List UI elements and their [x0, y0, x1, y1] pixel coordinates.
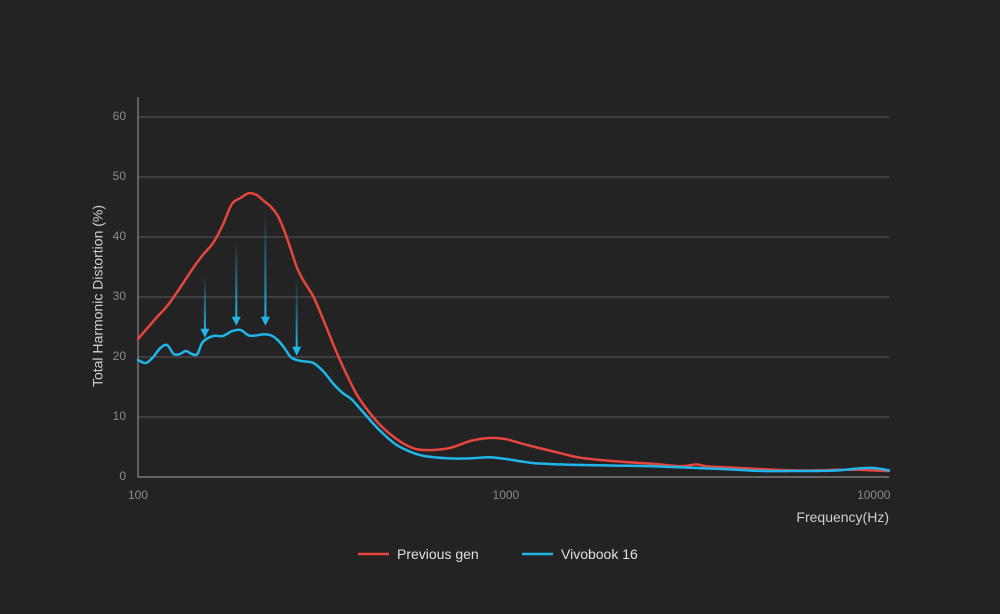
arrow-head — [200, 328, 210, 338]
legend-label-vivobook-16: Vivobook 16 — [561, 546, 638, 562]
improvement-arrow — [292, 279, 302, 356]
y-tick-label: 40 — [113, 229, 127, 243]
axes: 0 10 20 30 40 50 60 100 1000 10000 — [113, 97, 891, 502]
y-tick-label: 60 — [113, 109, 127, 123]
x-tick-label: 1000 — [493, 488, 520, 502]
series-lines — [136, 191, 891, 473]
legend-item-previous-gen: Previous gen — [358, 546, 479, 562]
y-tick-label: 0 — [119, 469, 126, 483]
improvement-arrow — [231, 240, 241, 326]
arrow-shaft — [264, 210, 267, 319]
y-tick-label: 50 — [113, 169, 127, 183]
improvement-arrow — [200, 276, 210, 338]
arrow-shaft — [203, 276, 206, 331]
legend: Previous gen Vivobook 16 — [358, 546, 638, 562]
x-tick-label: 100 — [128, 488, 148, 502]
series-line-vivobook-16 — [136, 328, 891, 473]
gridlines — [138, 116, 889, 418]
legend-label-previous-gen: Previous gen — [397, 546, 479, 562]
y-tick-label: 20 — [113, 349, 127, 363]
y-axis-title: Total Harmonic Distortion (%) — [90, 205, 106, 387]
series-line-previous-gen — [136, 191, 891, 473]
improvement-arrows — [200, 210, 302, 356]
legend-item-vivobook-16: Vivobook 16 — [522, 546, 638, 562]
x-tick-label: 10000 — [857, 488, 891, 502]
arrow-shaft — [295, 279, 298, 349]
x-axis-title: Frequency(Hz) — [796, 509, 889, 525]
arrow-head — [260, 316, 270, 326]
arrow-head — [231, 316, 241, 326]
y-tick-label: 30 — [113, 289, 127, 303]
improvement-arrow — [260, 210, 270, 326]
arrow-shaft — [235, 240, 238, 319]
arrow-head — [292, 346, 302, 356]
y-tick-label: 10 — [113, 409, 127, 423]
